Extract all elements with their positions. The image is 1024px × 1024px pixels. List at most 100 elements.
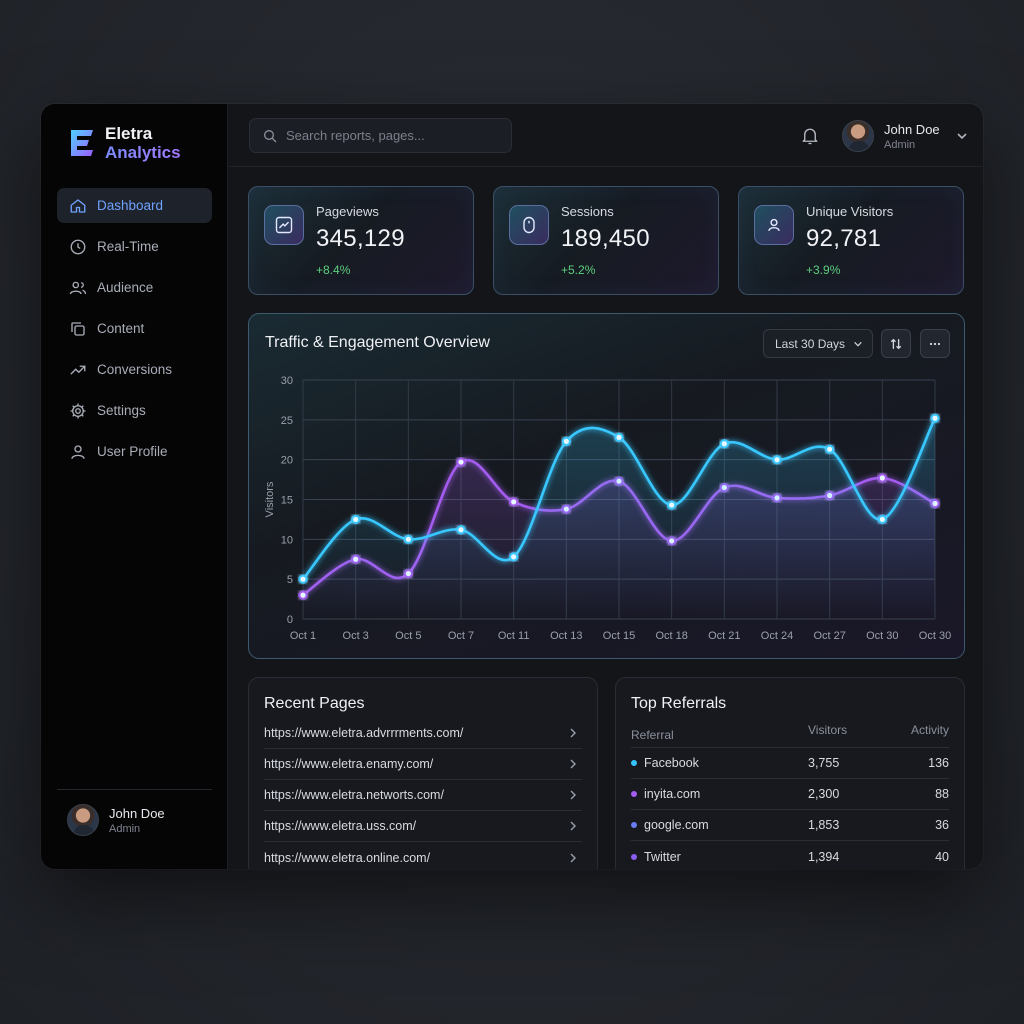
sidebar-item-label: Audience [97, 280, 154, 295]
brand-logo[interactable]: Eletra Analytics [67, 124, 181, 162]
data-point[interactable] [561, 436, 571, 446]
x-tick-label: Oct 18 [655, 630, 687, 642]
recent-pages-panel: Recent Pages https://www.eletra.advrrrme… [248, 677, 598, 869]
sidebar-item-settings[interactable]: Settings [57, 393, 212, 428]
x-tick-label: Oct 11 [498, 630, 530, 642]
stat-card-unique-visitors[interactable]: Unique Visitors 92,781 +3.9% [738, 186, 964, 295]
sidebar-item-real-time[interactable]: Real-Time [57, 229, 212, 264]
data-point[interactable] [877, 514, 887, 525]
chevron-down-icon [957, 133, 967, 140]
referral-color-dot [631, 853, 637, 860]
stat-card-sessions[interactable]: Sessions 189,450 +5.2% [493, 186, 719, 295]
list-item[interactable]: https://www.eletra.online.com/ [264, 842, 582, 869]
list-item[interactable]: https://www.eletra.enamy.com/ [264, 749, 582, 780]
list-item[interactable]: https://www.eletra.uss.com/ [264, 811, 582, 842]
referrals-table: Facebook 3,755 136 inyita.com 2,300 88 g… [631, 748, 949, 869]
user-role: Admin [884, 138, 916, 151]
stat-card-pageviews[interactable]: Pageviews 345,129 +8.4% [248, 186, 474, 295]
y-axis-label: Visitors [264, 481, 276, 517]
data-point[interactable] [509, 497, 519, 507]
referral-activity: 88 [935, 787, 949, 801]
sidebar-divider [57, 789, 212, 790]
y-tick-label: 25 [281, 415, 293, 427]
column-header-visitors[interactable]: Visitors [808, 723, 848, 737]
sidebar-user[interactable]: John Doe Admin [67, 804, 165, 836]
referral-name: Twitter [644, 849, 681, 864]
sidebar-item-audience[interactable]: Audience [57, 270, 212, 305]
x-tick-label: Oct 27 [813, 630, 845, 642]
sidebar-item-conversions[interactable]: Conversions [57, 352, 212, 387]
data-point[interactable] [877, 473, 887, 483]
sidebar: Eletra Analytics Dashboard Real-Time Aud… [41, 104, 228, 869]
data-point[interactable] [298, 574, 308, 584]
date-range-dropdown[interactable]: Last 30 Days [763, 329, 873, 358]
user-name: John Doe [109, 805, 165, 821]
sort-button[interactable] [881, 329, 911, 358]
bell-icon[interactable] [801, 126, 819, 146]
column-header-referral[interactable]: Referral [631, 728, 674, 742]
referral-visitors: 2,300 [808, 787, 840, 801]
users-icon [69, 281, 87, 294]
sidebar-item-label: Dashboard [97, 198, 164, 213]
data-point[interactable] [351, 514, 361, 525]
top-user-menu[interactable]: John Doe Admin [842, 120, 968, 152]
table-row[interactable]: Twitter 1,394 40 [631, 841, 949, 869]
sidebar-item-content[interactable]: Content [57, 311, 212, 346]
stat-delta: +5.2% [561, 263, 596, 277]
copy-icon [71, 321, 85, 336]
search-input[interactable] [286, 128, 496, 143]
gear-icon [70, 403, 86, 418]
list-item[interactable]: https://www.eletra.networts.com/ [264, 780, 582, 811]
stat-value: 189,450 [561, 225, 650, 252]
data-point[interactable] [825, 444, 835, 454]
table-row[interactable]: google.com 1,853 36 [631, 810, 949, 841]
panel-title: Recent Pages [264, 695, 365, 712]
top-bar: John Doe Admin [229, 104, 983, 167]
stat-delta: +3.9% [806, 263, 841, 277]
more-options-button[interactable] [920, 329, 950, 358]
x-tick-label: Oct 30 [919, 630, 951, 642]
trend-icon [70, 365, 86, 374]
data-point[interactable] [403, 534, 413, 544]
referral-activity: 36 [935, 818, 949, 832]
stat-label: Pageviews [316, 204, 379, 219]
data-point[interactable] [719, 439, 729, 449]
data-point[interactable] [667, 500, 677, 510]
referral-name: google.com [644, 818, 709, 832]
chevron-down-icon [854, 341, 862, 347]
data-point[interactable] [614, 432, 624, 442]
referral-activity: 40 [935, 849, 949, 864]
y-tick-label: 10 [281, 534, 293, 546]
data-point[interactable] [456, 525, 466, 535]
referral-activity: 136 [928, 756, 949, 770]
more-horizontal-icon [929, 342, 941, 345]
x-tick-label: Oct 7 [448, 630, 474, 642]
referral-visitors: 1,853 [808, 818, 840, 832]
data-point[interactable] [772, 455, 782, 465]
chevron-right-icon [570, 728, 576, 738]
referral-name: Facebook [644, 756, 699, 770]
column-header-activity[interactable]: Activity [910, 723, 949, 737]
date-range-label: Last 30 Days [775, 336, 846, 351]
data-point[interactable] [456, 457, 466, 467]
chart-title: Traffic & Engagement Overview [265, 334, 490, 351]
table-row[interactable]: inyita.com 2,300 88 [631, 779, 949, 810]
list-item[interactable]: https://www.eletra.advrrrments.com/ [264, 718, 582, 749]
chevron-right-icon [570, 790, 576, 800]
y-tick-label: 20 [281, 455, 293, 467]
y-tick-label: 30 [281, 375, 293, 387]
panel-title: Top Referrals [631, 695, 727, 712]
avatar [67, 804, 99, 836]
sort-arrows-icon [890, 338, 902, 349]
stat-icon-box [509, 205, 549, 245]
x-tick-label: Oct 15 [603, 630, 635, 642]
x-tick-label: Oct 24 [761, 630, 793, 642]
data-point[interactable] [509, 552, 519, 562]
sidebar-item-dashboard[interactable]: Dashboard [57, 188, 212, 223]
referral-color-dot [631, 791, 637, 797]
table-row[interactable]: Facebook 3,755 136 [631, 748, 949, 779]
data-point[interactable] [930, 413, 940, 423]
sidebar-item-user-profile[interactable]: User Profile [57, 434, 212, 469]
table-header: Referral Visitors Activity [631, 723, 949, 748]
stat-value: 92,781 [806, 225, 882, 252]
